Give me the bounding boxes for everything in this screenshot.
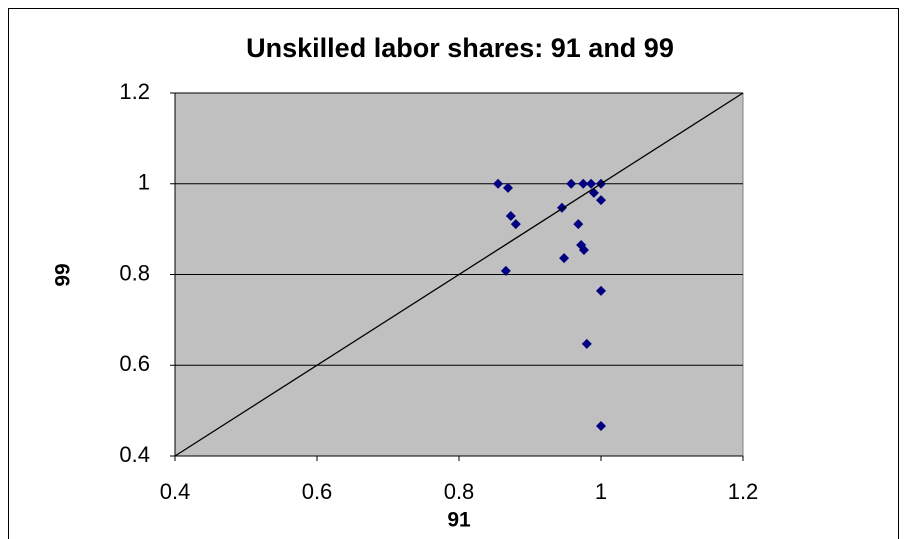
data-point xyxy=(500,265,511,276)
data-point xyxy=(510,219,521,230)
data-point xyxy=(578,244,589,255)
x-tick-label: 1.2 xyxy=(728,479,759,504)
data-point xyxy=(502,182,513,193)
data-point xyxy=(573,219,584,230)
data-point xyxy=(578,178,589,189)
data-point xyxy=(596,195,606,206)
x-tick-label: 0.6 xyxy=(302,479,333,504)
data-point xyxy=(493,178,504,189)
y-axis-label: 99 xyxy=(52,263,75,286)
x-tick-label: 0.8 xyxy=(444,479,475,504)
data-point xyxy=(596,285,606,296)
data-point xyxy=(586,178,597,189)
y-tick-label: 1.2 xyxy=(119,79,150,104)
y-tick-label: 1 xyxy=(138,170,150,195)
y-tick-label: 0.8 xyxy=(119,260,150,285)
reference-line xyxy=(174,92,744,457)
data-point xyxy=(596,421,606,432)
x-axis-label: 91 xyxy=(447,509,471,532)
data-point xyxy=(581,338,592,349)
data-point xyxy=(505,210,516,221)
x-tick-label: 1 xyxy=(595,479,607,504)
data-point xyxy=(559,253,570,264)
chart-title: Unskilled labor shares: 91 and 99 xyxy=(246,33,674,63)
y-tick-label: 0.4 xyxy=(119,442,150,467)
y-tick-label: 0.6 xyxy=(119,351,150,376)
x-tick-label: 0.4 xyxy=(160,479,191,504)
data-point xyxy=(566,178,577,189)
